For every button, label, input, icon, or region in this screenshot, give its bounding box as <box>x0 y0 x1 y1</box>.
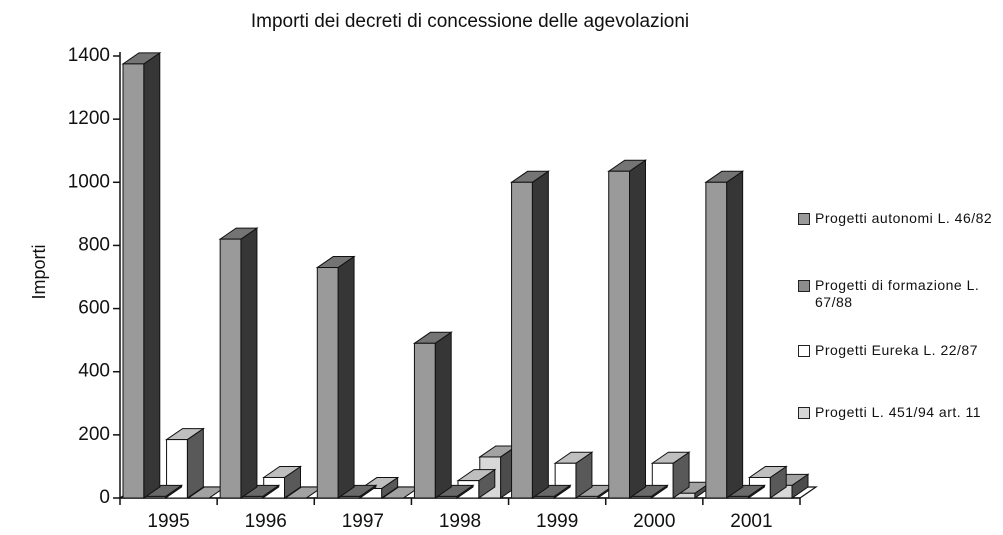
bar <box>435 495 458 499</box>
legend-entry: Progetti Eureka L. 22/87 <box>798 342 995 359</box>
y-tick-label: 800 <box>78 234 110 255</box>
chart-title: Importi dei decreti di concessione delle… <box>251 11 689 32</box>
legend-label: Progetti Eureka L. 22/87 <box>815 342 978 358</box>
y-tick-label: 600 <box>78 298 110 319</box>
y-tick-label: 1000 <box>68 171 110 192</box>
bar <box>727 495 749 499</box>
bar <box>166 439 188 499</box>
y-tick-label: 200 <box>78 424 110 445</box>
x-tick-label: 1995 <box>147 511 189 532</box>
y-tick-label: 1200 <box>68 108 110 129</box>
y-tick-label: 400 <box>78 361 110 382</box>
bar <box>576 495 599 499</box>
legend-label: Progetti di formazione L. 67/88 <box>815 277 980 310</box>
x-tick-label: 1998 <box>439 511 481 532</box>
x-tick-label: 1997 <box>342 511 384 532</box>
bar <box>144 495 167 499</box>
bar <box>241 495 264 499</box>
bar-side <box>240 227 258 499</box>
legend-entry: Progetti L. 451/94 art. 11 <box>798 404 995 421</box>
bar <box>705 181 728 499</box>
bar <box>413 342 436 499</box>
legend-label: Progetti autonomi L. 46/82 <box>815 210 993 226</box>
legend-entry: Progetti autonomi L. 46/82 <box>798 210 995 227</box>
bar-side <box>143 51 161 499</box>
bar <box>630 495 652 499</box>
bar <box>532 495 555 499</box>
x-tick-label: 1996 <box>245 511 287 532</box>
bar <box>122 63 145 499</box>
y-axis-label: Importi <box>29 244 49 299</box>
y-tick-label: 0 <box>99 487 110 508</box>
legend-label: Progetti L. 451/94 art. 11 <box>815 404 982 420</box>
bar-side <box>629 159 646 499</box>
bar-side <box>434 331 452 499</box>
legend-entry: Progetti di formazione L. 67/88 <box>798 277 995 311</box>
x-tick-label: 2000 <box>633 511 675 532</box>
bar-side <box>186 427 204 499</box>
x-tick-label: 2001 <box>730 511 772 532</box>
bar <box>608 170 631 499</box>
bar-side <box>531 170 549 499</box>
y-tick-label: 1400 <box>68 45 110 66</box>
legend-swatch <box>798 213 810 225</box>
bar <box>219 238 242 499</box>
bar <box>316 267 339 499</box>
legend-swatch <box>798 280 810 292</box>
legend-swatch <box>798 345 810 357</box>
x-tick-label: 1999 <box>536 511 578 532</box>
bar-side <box>337 255 355 499</box>
legend-swatch <box>798 407 810 419</box>
bar <box>338 495 361 499</box>
bar <box>511 181 533 499</box>
bar-side <box>726 170 744 499</box>
